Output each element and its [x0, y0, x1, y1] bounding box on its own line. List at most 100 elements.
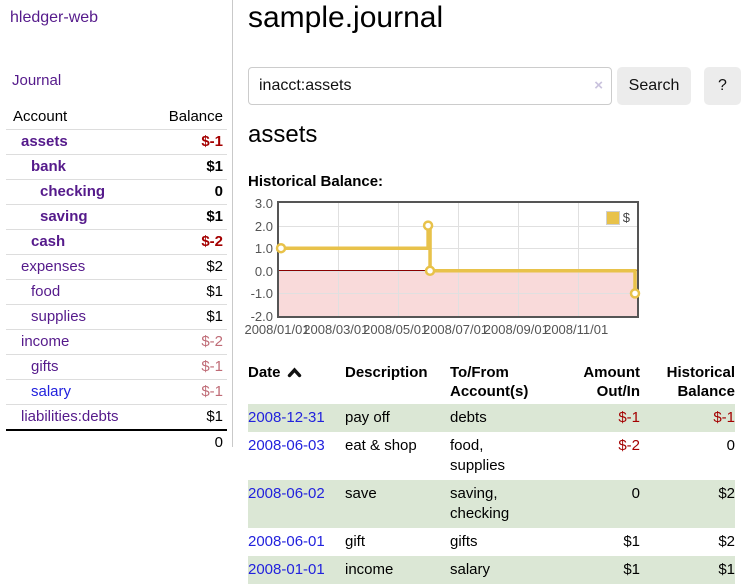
- register-header-description: Description: [345, 364, 428, 381]
- sidebar: hledger-web Journal Account Balance asse…: [0, 0, 233, 455]
- y-axis-tick-label: 0.0: [254, 263, 273, 279]
- account-row: bank $1: [6, 154, 227, 180]
- account-link-salary[interactable]: salary: [31, 383, 72, 400]
- account-balance: $1: [145, 304, 227, 330]
- transaction-amount: $-2: [618, 437, 640, 454]
- search-button[interactable]: Search: [617, 67, 691, 105]
- y-axis-tick-label: 3.0: [254, 196, 273, 211]
- app-title-link[interactable]: hledger-web: [10, 9, 99, 26]
- chart-legend: $: [605, 210, 630, 225]
- register-header-amount: Amount Out/In: [550, 360, 640, 404]
- account-row: cash $-2: [6, 229, 227, 255]
- transaction-description: eat & shop: [345, 437, 417, 454]
- transaction-description: gift: [345, 533, 366, 550]
- clear-search-icon[interactable]: ×: [594, 77, 603, 94]
- legend-label: $: [622, 210, 630, 225]
- balance-header-line2: Balance: [677, 383, 735, 400]
- transaction-date-link[interactable]: 2008-06-02: [248, 485, 325, 502]
- account-row: checking 0: [6, 179, 227, 205]
- accounts-table: Account Balance assets $-1 bank $1 check…: [6, 104, 227, 455]
- y-axis-tick-label: -2.0: [250, 309, 273, 324]
- sort-ascending-icon: [287, 367, 301, 378]
- accounts-total-balance: 0: [145, 429, 227, 455]
- account-row: income $-2: [6, 329, 227, 355]
- account-link-liabilities-debts[interactable]: liabilities:debts: [21, 408, 119, 425]
- accounts-header-balance: Balance: [168, 108, 223, 125]
- transaction-date-link[interactable]: 2008-01-01: [248, 561, 325, 578]
- account-balance: 0: [145, 179, 227, 205]
- register-table: Date Description To/From Account(s) Amoun…: [248, 360, 735, 584]
- transaction-amount: 0: [550, 480, 640, 528]
- account-link-assets[interactable]: assets: [21, 133, 68, 150]
- account-balance: $-2: [145, 329, 227, 355]
- x-axis-tick-label: 2008/03/01: [303, 322, 369, 337]
- account-row: salary $-1: [6, 379, 227, 405]
- x-axis-tick-label: 2008/09/01: [483, 322, 549, 337]
- account-link-saving[interactable]: saving: [40, 208, 88, 225]
- search-box: ×: [248, 67, 612, 105]
- register-header-date[interactable]: Date: [248, 360, 345, 404]
- vgrid: [397, 203, 399, 316]
- account-row: saving $1: [6, 204, 227, 230]
- account-link-cash[interactable]: cash: [31, 233, 66, 250]
- register-header-accounts: To/From Account(s): [450, 360, 550, 404]
- date-header-label: Date: [248, 364, 281, 381]
- vgrid: [518, 203, 520, 316]
- help-button[interactable]: ?: [704, 67, 741, 105]
- account-balance: $1: [145, 404, 227, 430]
- account-link-supplies[interactable]: supplies: [31, 308, 87, 325]
- account-link-bank[interactable]: bank: [31, 158, 67, 175]
- register-header-row: Date Description To/From Account(s) Amoun…: [248, 360, 735, 404]
- register-row: 2008-01-01 income salary $1 $1: [248, 556, 735, 584]
- register-row: 2008-06-03 eat & shop food, supplies $-2…: [248, 432, 735, 480]
- transaction-amount: $1: [623, 533, 640, 550]
- main-content: sample.journal × Search ? assets Histori…: [244, 0, 742, 584]
- account-link-income[interactable]: income: [21, 333, 70, 350]
- account-row: supplies $1: [6, 304, 227, 330]
- account-balance: $2: [145, 254, 227, 280]
- register-row: 2008-06-01 gift gifts $1 $2: [248, 528, 735, 556]
- page-title: sample.journal: [248, 1, 444, 34]
- vgrid: [337, 203, 339, 316]
- vgrid: [457, 203, 459, 316]
- transaction-date-link[interactable]: 2008-06-01: [248, 533, 325, 550]
- transaction-accounts: debts: [450, 404, 550, 432]
- account-heading: assets: [248, 121, 318, 148]
- account-balance: $-2: [145, 229, 227, 255]
- accounts-header-account: Account: [13, 108, 68, 125]
- amount-header-line1: Amount: [583, 364, 640, 381]
- account-link-food[interactable]: food: [31, 283, 61, 300]
- x-axis-tick-label: 2008/11/01: [544, 322, 609, 337]
- account-row: food $1: [6, 279, 227, 305]
- transaction-balance: $-1: [640, 404, 735, 432]
- account-row: expenses $2: [6, 254, 227, 280]
- y-axis-tick-label: 1.0: [254, 241, 273, 257]
- search-form: × Search ?: [248, 67, 742, 105]
- account-balance: $1: [145, 154, 227, 180]
- accounts-total-row: 0: [6, 429, 227, 455]
- balance-header-line1: Historical: [666, 364, 735, 381]
- transaction-accounts: gifts: [450, 533, 478, 550]
- transaction-date-link[interactable]: 2008-06-03: [248, 437, 325, 454]
- x-axis-tick-label: 2008/07/01: [422, 322, 489, 337]
- sidebar-item-journal[interactable]: Journal: [12, 72, 62, 89]
- chart-plot-area: $: [275, 201, 641, 318]
- account-row: liabilities:debts $1: [6, 404, 227, 430]
- account-link-expenses[interactable]: expenses: [21, 258, 86, 275]
- account-link-checking[interactable]: checking: [40, 183, 106, 200]
- transaction-balance: 0: [726, 437, 735, 454]
- transaction-date-link[interactable]: 2008-12-31: [248, 409, 325, 426]
- y-axis-tick-label: 2.0: [254, 218, 273, 234]
- transaction-description: save: [345, 480, 450, 528]
- register-row: 2008-12-31 pay off debts $-1 $-1: [248, 404, 735, 432]
- amount-header-line2: Out/In: [596, 383, 640, 400]
- x-axis-tick-label: 2008/01/01: [244, 322, 310, 337]
- account-row: gifts $-1: [6, 354, 227, 380]
- search-input[interactable]: [248, 67, 612, 105]
- y-axis-tick-label: -1.0: [250, 286, 273, 302]
- account-balance: $1: [145, 279, 227, 305]
- account-row: assets $-1: [6, 129, 227, 155]
- transaction-balance: $2: [640, 480, 735, 528]
- transaction-balance: $1: [640, 556, 735, 584]
- account-link-gifts[interactable]: gifts: [31, 358, 59, 375]
